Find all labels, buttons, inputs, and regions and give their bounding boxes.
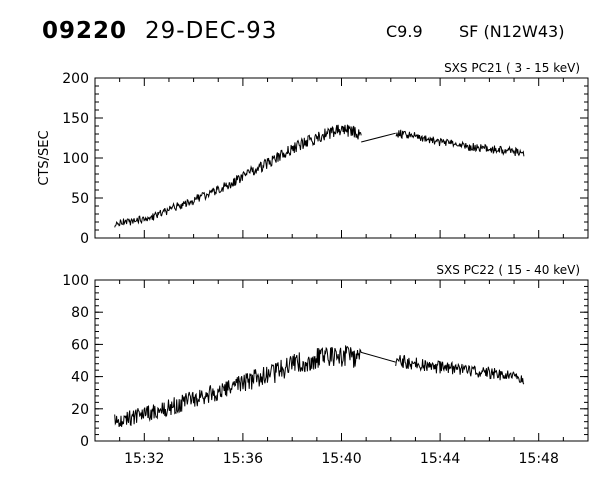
- panel-1-title: SXS PC21 ( 3 - 15 keV): [444, 61, 580, 75]
- panel-2-xtick-label: 15:48: [519, 451, 559, 467]
- panel-2-series-3: [395, 354, 525, 385]
- goes-class-label: C9.9: [386, 22, 423, 41]
- flare-location-label: SF (N12W43): [459, 22, 565, 41]
- flare-date-label: 29-DEC-93: [145, 18, 278, 44]
- panel-2-ytick-label: 40: [71, 370, 89, 386]
- panel-1-series-3: [395, 129, 525, 157]
- panel-1-ylabel: CTS/SEC: [37, 130, 52, 185]
- panel-2-xtick-label: 15:32: [124, 451, 164, 467]
- panel-2-series-1: [114, 345, 362, 427]
- panel-2-xtick-label: 15:40: [321, 451, 361, 467]
- panel-2-title: SXS PC22 ( 15 - 40 keV): [436, 263, 580, 277]
- panel-1-series-1: [114, 124, 362, 228]
- flare-id-label: 09220: [42, 18, 128, 44]
- panel-2-series-2: [361, 351, 396, 363]
- panel-2-ytick-label: 20: [71, 402, 89, 418]
- panel-2-xtick-label: 15:44: [420, 451, 460, 467]
- panel-1-ytick-label: 100: [62, 151, 89, 167]
- panel-2-ytick-label: 60: [71, 337, 89, 353]
- panel-1-ytick-label: 0: [80, 231, 89, 247]
- panel-1-ytick-label: 50: [71, 191, 89, 207]
- panel-1-ytick-label: 200: [62, 71, 89, 87]
- panel-2-xtick-label: 15:36: [223, 451, 263, 467]
- panel-2-ytick-label: 100: [62, 273, 89, 289]
- panel-1-ytick-label: 150: [62, 111, 89, 127]
- panel-2-ytick-label: 0: [80, 434, 89, 450]
- panel-2-ytick-label: 80: [71, 305, 89, 321]
- panel-1-frame: [94, 77, 589, 239]
- panel-1-series-2: [361, 132, 396, 143]
